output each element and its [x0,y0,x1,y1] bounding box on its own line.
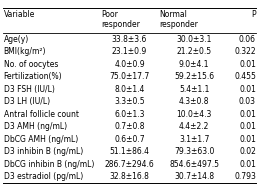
Text: BMI(kg/m²): BMI(kg/m²) [4,48,46,56]
Text: 5.4±1.1: 5.4±1.1 [179,85,210,94]
Text: Poor
responder: Poor responder [101,10,140,29]
Text: 32.8±16.8: 32.8±16.8 [110,172,149,181]
Text: 0.793: 0.793 [234,172,256,181]
Text: D3 LH (IU/L): D3 LH (IU/L) [4,97,50,106]
Text: 30.7±14.8: 30.7±14.8 [174,172,214,181]
Text: 8.0±1.4: 8.0±1.4 [114,85,145,94]
Text: 0.01: 0.01 [239,122,256,131]
Text: 59.2±15.6: 59.2±15.6 [174,72,214,81]
Text: 21.2±0.5: 21.2±0.5 [177,48,212,56]
Text: 23.1±0.9: 23.1±0.9 [112,48,147,56]
Text: 0.01: 0.01 [239,159,256,169]
Text: 4.3±0.8: 4.3±0.8 [179,97,210,106]
Text: 51.1±86.4: 51.1±86.4 [110,147,149,156]
Text: 4.0±0.9: 4.0±0.9 [114,60,145,69]
Text: 0.7±0.8: 0.7±0.8 [114,122,145,131]
Text: Variable: Variable [4,10,35,19]
Text: D3 AMH (ng/mL): D3 AMH (ng/mL) [4,122,67,131]
Text: D3 estradiol (pg/mL): D3 estradiol (pg/mL) [4,172,83,181]
Text: D3 inhibin B (ng/mL): D3 inhibin B (ng/mL) [4,147,83,156]
Text: P: P [251,10,256,19]
Text: 6.0±1.3: 6.0±1.3 [114,110,145,119]
Text: 79.3±63.0: 79.3±63.0 [174,147,214,156]
Text: 0.01: 0.01 [239,110,256,119]
Text: Normal
responder: Normal responder [159,10,198,29]
Text: DbCG inhibin B (ng/mL): DbCG inhibin B (ng/mL) [4,159,94,169]
Text: 30.0±3.1: 30.0±3.1 [177,35,212,44]
Text: 75.0±17.7: 75.0±17.7 [109,72,150,81]
Text: 0.06: 0.06 [239,35,256,44]
Text: 286.7±294.6: 286.7±294.6 [105,159,154,169]
Text: 0.01: 0.01 [239,135,256,144]
Text: 0.01: 0.01 [239,60,256,69]
Text: Fertilization(%): Fertilization(%) [4,72,62,81]
Text: 3.3±0.5: 3.3±0.5 [114,97,145,106]
Text: D3 FSH (IU/L): D3 FSH (IU/L) [4,85,54,94]
Text: Antral follicle count: Antral follicle count [4,110,78,119]
Text: No. of oocytes: No. of oocytes [4,60,58,69]
Text: DbCG AMH (ng/mL): DbCG AMH (ng/mL) [4,135,78,144]
Text: 9.0±4.1: 9.0±4.1 [179,60,210,69]
Text: 0.322: 0.322 [234,48,256,56]
Text: 0.455: 0.455 [234,72,256,81]
Text: 3.1±1.7: 3.1±1.7 [179,135,210,144]
Text: 10.0±4.3: 10.0±4.3 [177,110,212,119]
Text: Age(y): Age(y) [4,35,29,44]
Text: 33.8±3.6: 33.8±3.6 [112,35,147,44]
Text: 0.6±0.7: 0.6±0.7 [114,135,145,144]
Text: 854.6±497.5: 854.6±497.5 [169,159,219,169]
Text: 0.03: 0.03 [239,97,256,106]
Text: 0.02: 0.02 [239,147,256,156]
Text: 0.01: 0.01 [239,85,256,94]
Text: 4.4±2.2: 4.4±2.2 [179,122,210,131]
